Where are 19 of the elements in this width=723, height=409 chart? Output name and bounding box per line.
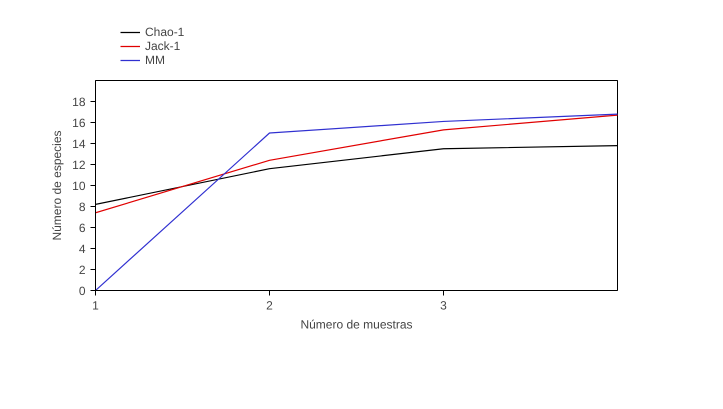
x-tick-label: 1 [92,298,100,312]
legend-label: MM [145,53,165,67]
y-tick-label: 8 [78,200,86,214]
x-axis-title: Número de muestras [300,318,413,332]
y-tick-label: 6 [78,221,86,235]
y-tick-label: 0 [78,284,86,298]
legend-label: Jack-1 [145,39,180,53]
line-series [96,114,618,214]
y-tick-label: 4 [78,242,86,256]
y-axis-title: Número de especies [50,130,64,241]
y-tick-label: 12 [72,158,86,172]
x-tick-label: 2 [266,298,274,312]
y-tick-label: 10 [72,179,86,193]
y-tick-label: 2 [78,263,86,277]
y-tick-label: 14 [72,137,86,151]
y-tick-label: 16 [72,116,86,130]
x-tick-label: 3 [440,298,448,312]
y-tick-label: 18 [72,95,86,109]
legend-label: Chao-1 [145,25,184,39]
